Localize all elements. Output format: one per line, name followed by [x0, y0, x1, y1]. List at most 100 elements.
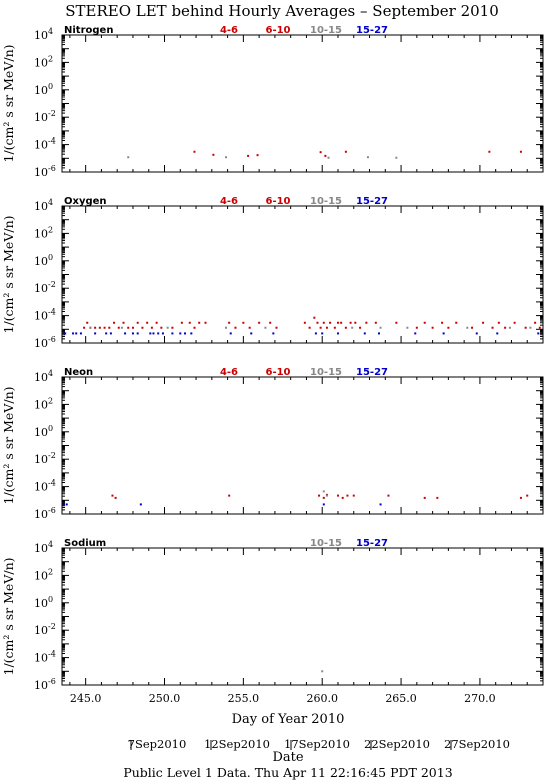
- panel-nitrogen-ytick-label: 10: [34, 166, 48, 179]
- panel-neon-point-4-6: [114, 496, 117, 499]
- panel-nitrogen-ytick-exponent: -2: [48, 109, 56, 118]
- date-label: 17Sep2010: [284, 737, 350, 751]
- panel-oxygen-point-10-15: [529, 326, 532, 329]
- panel-oxygen-point-4-6: [349, 321, 352, 324]
- panels-container: 1/(cm² s sr MeV/n)Nitrogen 4-6 6-10 10-15 15…: [1, 25, 544, 705]
- panel-oxygen-point-4-6: [538, 326, 541, 329]
- panel-oxygen-point-15-27: [184, 332, 187, 335]
- panel-oxygen-point-10-15: [508, 326, 511, 329]
- panel-oxygen-point-10-15: [225, 326, 228, 329]
- panel-nitrogen-y-axis-label: 1/(cm² s sr MeV/n): [1, 45, 16, 163]
- panel-oxygen-ytick-label: 10: [34, 337, 48, 350]
- panel-oxygen-point-4-6: [258, 321, 261, 324]
- panel-oxygen-point-4-6: [354, 321, 357, 324]
- panel-oxygen-point-15-27: [537, 332, 540, 335]
- panel-oxygen-point-4-6: [447, 326, 450, 329]
- panel-oxygen-point-15-27: [414, 332, 417, 335]
- panel-oxygen-ytick-label: 10: [34, 282, 48, 295]
- panel-oxygen-point-4-6: [86, 321, 89, 324]
- date-axis-label: Date: [272, 750, 303, 765]
- panel-neon-point-4-6: [346, 494, 349, 497]
- panel-nitrogen-frame: [61, 34, 544, 173]
- panel-oxygen-point-4-6: [374, 321, 377, 324]
- panel-nitrogen-point-4-6: [519, 150, 522, 153]
- panel-oxygen-point-4-6: [117, 326, 120, 329]
- panel-sodium-ytick-exponent: 0: [48, 595, 53, 604]
- panel-oxygen-point-15-27: [136, 332, 139, 335]
- panel-neon-ytick-exponent: -4: [48, 479, 56, 488]
- panel-oxygen-point-4-6: [122, 321, 125, 324]
- panel-oxygen-point-15-27: [363, 332, 366, 335]
- panel-oxygen-point-4-6: [136, 321, 139, 324]
- panel-nitrogen-point-4-6: [488, 150, 491, 153]
- panel-oxygen-point-4-6: [423, 321, 426, 324]
- panel-oxygen-point-4-6: [248, 326, 251, 329]
- panel-oxygen-point-15-27: [72, 332, 75, 335]
- panel-nitrogen-point-4-6: [344, 150, 347, 153]
- panel-neon-legend-4-6: 4-6: [220, 367, 238, 378]
- panel-oxygen-point-4-6: [415, 326, 418, 329]
- panel-sodium-ytick-exponent: -4: [48, 650, 56, 659]
- panel-nitrogen-ytick-exponent: -6: [48, 164, 56, 173]
- panel-oxygen-point-4-6: [395, 321, 398, 324]
- x-tick-label: 250.0: [149, 692, 181, 705]
- panel-nitrogen-legend-10-15: 10-15: [310, 25, 342, 36]
- panel-sodium-frame: [61, 547, 544, 686]
- panel-oxygen-point-10-15: [379, 326, 382, 329]
- panel-neon-point-4-6: [387, 494, 390, 497]
- panel-sodium-ytick-label: 10: [34, 597, 48, 610]
- panel-neon: 1/(cm² s sr MeV/n)Neon 4-6 6-10 10-15 15-271…: [1, 367, 544, 521]
- panel-oxygen-point-4-6: [269, 321, 272, 324]
- panel-oxygen-point-15-27: [272, 332, 275, 335]
- panel-oxygen-point-4-6: [108, 326, 111, 329]
- panel-oxygen-point-10-15: [466, 326, 469, 329]
- panel-oxygen-point-4-6: [441, 321, 444, 324]
- panel-neon-point-10-15: [322, 490, 325, 493]
- date-label: 12Sep2010: [204, 737, 270, 751]
- panel-neon-ytick-label: 10: [34, 426, 48, 439]
- panel-sodium-y-axis-label: 1/(cm² s sr MeV/n): [1, 558, 16, 676]
- panel-oxygen-point-15-27: [190, 332, 193, 335]
- x-axis-label: Day of Year 2010: [232, 712, 345, 727]
- panel-oxygen-point-4-6: [534, 321, 537, 324]
- panel-oxygen-point-4-6: [359, 326, 362, 329]
- panel-nitrogen-point-4-6: [319, 151, 322, 154]
- panel-neon-ytick-label: 10: [34, 508, 48, 521]
- panel-sodium-element-label: Sodium: [64, 538, 106, 549]
- panel-neon-point-10-15: [325, 494, 328, 497]
- panel-oxygen-point-4-6: [524, 326, 527, 329]
- panel-oxygen-point-4-6: [513, 321, 516, 324]
- panel-oxygen-point-4-6: [146, 321, 149, 324]
- panel-neon-ytick-exponent: 0: [48, 424, 53, 433]
- panel-oxygen-point-15-27: [229, 332, 232, 335]
- panel-oxygen-point-15-27: [131, 332, 134, 335]
- panel-oxygen-legend-6-10: 6-10: [265, 196, 290, 207]
- panel-oxygen-point-10-15: [120, 326, 123, 329]
- panel-oxygen-point-4-6: [275, 326, 278, 329]
- panel-neon-point-4-6: [519, 496, 522, 499]
- panel-oxygen-point-4-6: [344, 326, 347, 329]
- panel-nitrogen-ytick-exponent: 0: [48, 82, 53, 91]
- panel-nitrogen-ytick-exponent: 2: [48, 54, 53, 63]
- panel-oxygen-point-4-6: [160, 326, 163, 329]
- panel-sodium-ytick-label: 10: [34, 679, 48, 692]
- panel-oxygen-point-15-27: [149, 332, 152, 335]
- x-tick-label: 245.0: [70, 692, 102, 705]
- panel-oxygen-point-4-6: [127, 326, 130, 329]
- panel-oxygen-ytick-exponent: -4: [48, 308, 56, 317]
- panel-oxygen-legend-15-27: 15-27: [356, 196, 388, 207]
- panel-oxygen-point-4-6: [131, 326, 134, 329]
- panel-oxygen-legend-4-6: 4-6: [220, 196, 238, 207]
- panel-oxygen-point-10-15: [166, 326, 169, 329]
- panel-oxygen-ytick-exponent: 2: [48, 225, 53, 234]
- panel-oxygen-point-10-15: [406, 326, 409, 329]
- panel-oxygen-point-15-27: [161, 332, 164, 335]
- panel-oxygen-point-15-27: [64, 332, 67, 335]
- panel-nitrogen-legend-4-6: 4-6: [220, 25, 238, 36]
- panel-oxygen-ytick-label: 10: [34, 200, 48, 213]
- panel-oxygen-point-15-27: [152, 332, 155, 335]
- panel-oxygen-frame: [61, 205, 544, 344]
- panel-oxygen-point-15-27: [105, 332, 108, 335]
- panel-oxygen-point-4-6: [313, 316, 316, 319]
